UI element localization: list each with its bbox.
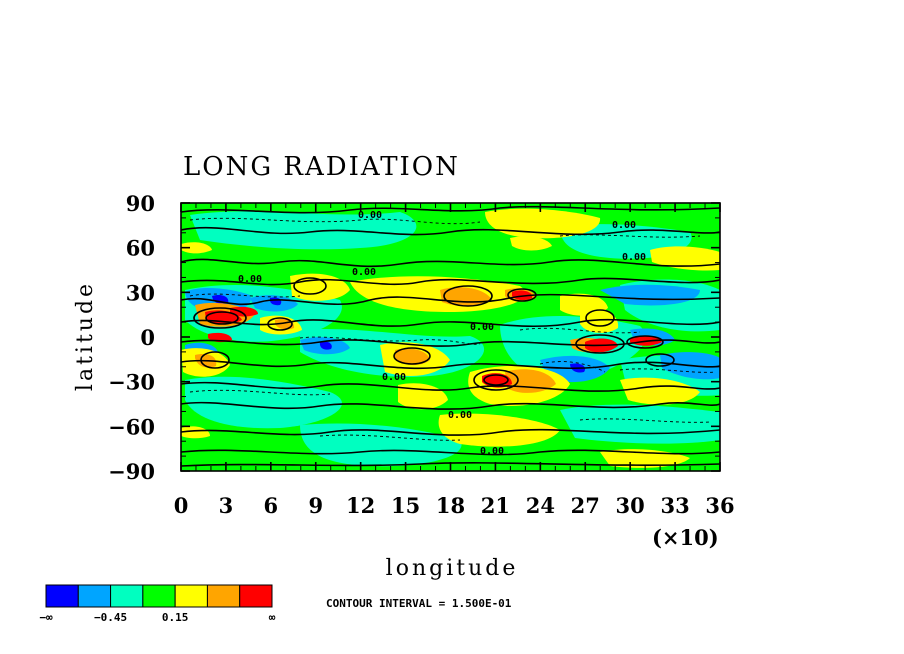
contour-label: 0.00 bbox=[612, 220, 636, 231]
contour-label: 0.00 bbox=[470, 322, 494, 333]
x-axis: 0 3 6 9 12 15 18 21 24 27 30 33 36 bbox=[174, 203, 735, 518]
contour-label: 0.00 bbox=[480, 446, 504, 457]
light-blue-regions bbox=[185, 284, 720, 383]
x-tick-label: 24 bbox=[526, 493, 555, 518]
y-tick-label: 30 bbox=[126, 280, 155, 305]
colorbar-swatch bbox=[110, 584, 144, 608]
contour-label: 0.00 bbox=[238, 274, 262, 285]
cyan-regions bbox=[185, 211, 720, 467]
y-tick-label: 90 bbox=[126, 191, 155, 216]
colorbar-swatch bbox=[45, 584, 79, 608]
negative-contours bbox=[189, 217, 716, 441]
x-tick-label: 18 bbox=[436, 493, 465, 518]
contour-label: 0.00 bbox=[352, 267, 376, 278]
colorbar-swatch bbox=[142, 584, 176, 608]
colorbar-swatch bbox=[239, 584, 273, 608]
colorbar-label: −0.45 bbox=[94, 611, 127, 624]
colorbar-label: ∞ bbox=[269, 611, 276, 624]
x-tick-label: 0 bbox=[174, 493, 189, 518]
contour-label: 0.00 bbox=[622, 252, 646, 263]
colorbar-swatch bbox=[174, 584, 208, 608]
y-tick-label: −60 bbox=[108, 414, 155, 439]
x-tick-label: 3 bbox=[219, 493, 234, 518]
x-tick-label: 6 bbox=[264, 493, 279, 518]
x-tick-label: 30 bbox=[616, 493, 645, 518]
contour-field: 0.00 0.00 0.00 0.00 0.00 0.00 0.00 0.00 … bbox=[181, 203, 720, 471]
x-tick-label: 15 bbox=[391, 493, 420, 518]
y-tick-label: −30 bbox=[108, 370, 155, 395]
contour-interval-note: CONTOUR INTERVAL = 1.500E-01 bbox=[326, 597, 512, 610]
y-tick-label: 60 bbox=[126, 236, 155, 261]
y-axis-label: latitude bbox=[73, 281, 98, 391]
x-tick-label: 27 bbox=[571, 493, 600, 518]
x-multiplier-label: (×10) bbox=[652, 525, 719, 550]
y-axis: 90 60 30 0 −30 −60 −90 bbox=[108, 191, 720, 484]
colorbar-label: −∞ bbox=[39, 611, 53, 624]
x-tick-label: 21 bbox=[481, 493, 510, 518]
y-tick-label: −90 bbox=[108, 459, 155, 484]
x-tick-label: 9 bbox=[308, 493, 323, 518]
colorbar: −∞ −0.45 0.15 ∞ bbox=[39, 584, 276, 624]
colorbar-label: 0.15 bbox=[162, 611, 189, 624]
contour-label: 0.00 bbox=[358, 210, 382, 221]
contour-label: 0.00 bbox=[382, 372, 406, 383]
colorbar-swatch bbox=[206, 584, 241, 608]
colorbar-swatch bbox=[77, 584, 112, 608]
x-tick-label: 12 bbox=[346, 493, 375, 518]
x-tick-label: 36 bbox=[705, 493, 734, 518]
x-axis-label: longitude bbox=[386, 556, 519, 581]
x-tick-label: 33 bbox=[660, 493, 689, 518]
contour-label: 0.00 bbox=[448, 410, 472, 421]
y-tick-label: 0 bbox=[140, 325, 155, 350]
chart-title: LONG RADIATION bbox=[183, 152, 460, 182]
contour-labels: 0.00 0.00 0.00 0.00 0.00 0.00 0.00 0.00 … bbox=[238, 210, 646, 457]
contour-lines bbox=[181, 205, 720, 467]
